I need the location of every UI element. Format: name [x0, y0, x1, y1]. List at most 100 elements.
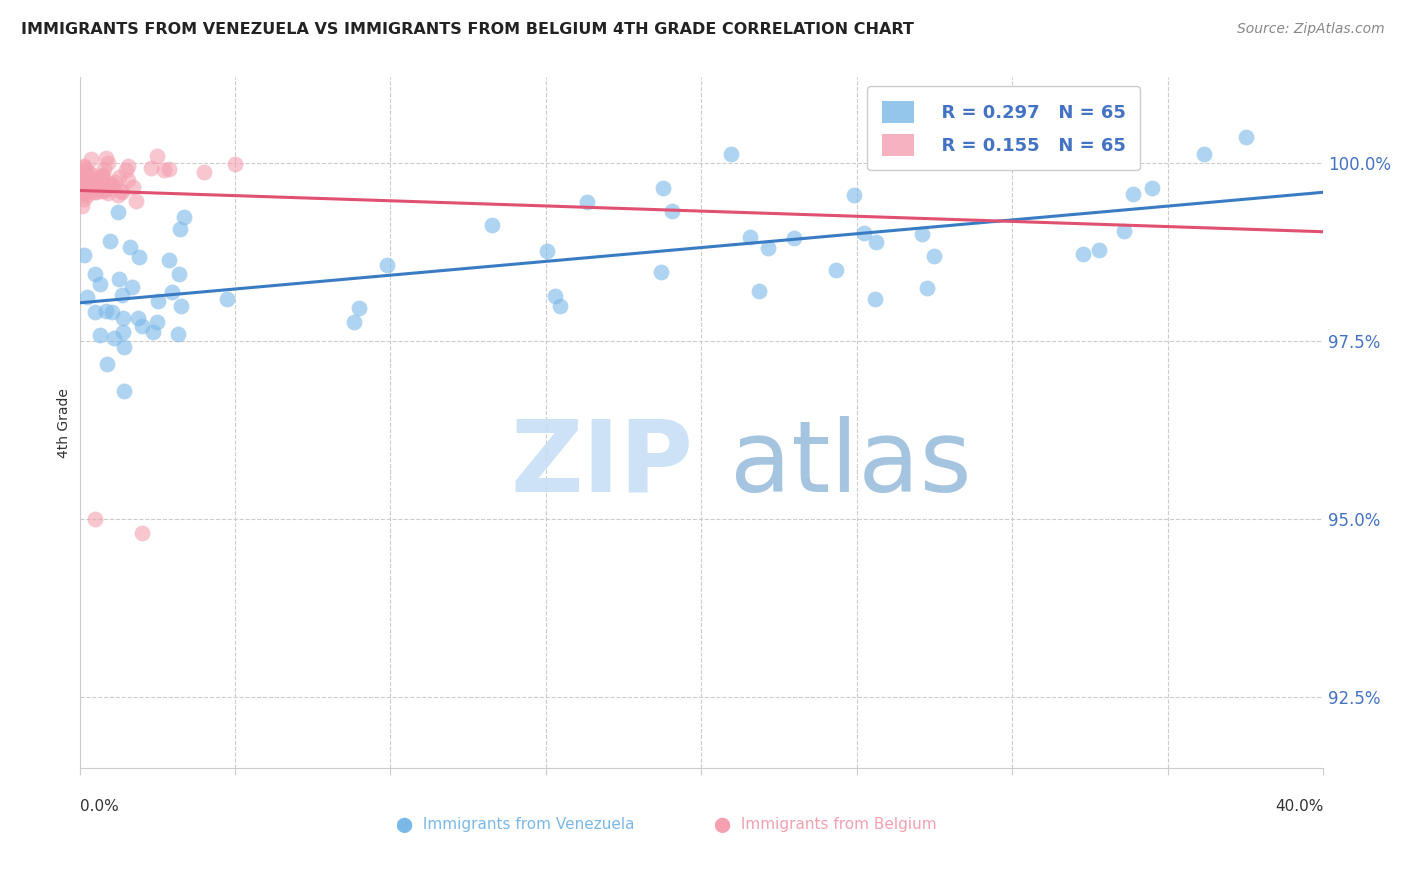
- Point: [193, 165, 215, 179]
- Point: [783, 231, 806, 245]
- Point: [103, 331, 125, 345]
- Point: [97, 180, 120, 194]
- Point: [131, 526, 153, 541]
- Text: IMMIGRANTS FROM VENEZUELA VS IMMIGRANTS FROM BELGIUM 4TH GRADE CORRELATION CHART: IMMIGRANTS FROM VENEZUELA VS IMMIGRANTS …: [21, 22, 914, 37]
- Point: [73, 176, 96, 190]
- Point: [720, 147, 742, 161]
- Point: [94, 304, 117, 318]
- Point: [536, 244, 558, 258]
- Text: ⬤  Immigrants from Belgium: ⬤ Immigrants from Belgium: [714, 817, 936, 833]
- Point: [347, 301, 370, 316]
- Text: atlas: atlas: [730, 416, 972, 513]
- Point: [120, 239, 142, 253]
- Point: [115, 162, 138, 177]
- Point: [112, 384, 135, 398]
- Point: [73, 192, 96, 206]
- Point: [112, 340, 135, 354]
- Point: [107, 204, 129, 219]
- Point: [108, 170, 131, 185]
- Point: [911, 227, 934, 241]
- Point: [75, 179, 97, 194]
- Point: [72, 159, 94, 173]
- Point: [70, 176, 93, 190]
- Point: [1192, 146, 1215, 161]
- Text: 0.0%: 0.0%: [80, 799, 118, 814]
- Point: [224, 156, 246, 170]
- Point: [139, 161, 162, 175]
- Point: [73, 176, 96, 190]
- Point: [825, 262, 848, 277]
- Point: [117, 159, 139, 173]
- Point: [108, 272, 131, 286]
- Point: [125, 194, 148, 208]
- Point: [575, 194, 598, 209]
- Point: [72, 186, 94, 201]
- Point: [97, 156, 120, 170]
- Point: [73, 186, 96, 201]
- Point: [101, 305, 124, 319]
- Point: [1088, 243, 1111, 257]
- Point: [651, 181, 673, 195]
- Point: [1071, 246, 1094, 260]
- Point: [544, 289, 567, 303]
- Point: [76, 187, 98, 202]
- Point: [73, 248, 96, 262]
- Point: [100, 177, 122, 191]
- Point: [75, 173, 97, 187]
- Point: [842, 187, 865, 202]
- Text: Source: ZipAtlas.com: Source: ZipAtlas.com: [1237, 22, 1385, 37]
- Point: [863, 292, 886, 306]
- Point: [84, 267, 107, 281]
- Point: [550, 299, 572, 313]
- Point: [131, 318, 153, 333]
- Point: [75, 164, 97, 178]
- Point: [89, 169, 111, 183]
- Point: [77, 164, 100, 178]
- Point: [865, 235, 887, 250]
- Point: [72, 166, 94, 180]
- Point: [83, 181, 105, 195]
- Point: [76, 290, 98, 304]
- Point: [342, 315, 364, 329]
- Point: [922, 249, 945, 263]
- Point: [93, 162, 115, 177]
- Point: [748, 285, 770, 299]
- Point: [87, 178, 110, 193]
- Point: [70, 168, 93, 182]
- Point: [173, 210, 195, 224]
- Point: [73, 176, 96, 190]
- Point: [84, 178, 107, 193]
- Point: [73, 160, 96, 174]
- Text: ⬤  Immigrants from Venezuela: ⬤ Immigrants from Venezuela: [395, 817, 634, 833]
- Point: [94, 182, 117, 196]
- Point: [91, 169, 114, 183]
- Point: [84, 186, 107, 200]
- Point: [169, 221, 191, 235]
- Point: [110, 184, 132, 198]
- Text: 40.0%: 40.0%: [1275, 799, 1323, 814]
- Point: [79, 170, 101, 185]
- Point: [96, 357, 118, 371]
- Point: [915, 281, 938, 295]
- Point: [91, 169, 114, 183]
- Point: [72, 164, 94, 178]
- Point: [1122, 187, 1144, 202]
- Point: [127, 311, 149, 326]
- Point: [159, 162, 181, 177]
- Point: [89, 184, 111, 198]
- Point: [80, 152, 103, 166]
- Point: [90, 178, 112, 193]
- Point: [93, 184, 115, 198]
- Point: [101, 178, 124, 193]
- Point: [661, 203, 683, 218]
- Point: [146, 293, 169, 308]
- Point: [375, 258, 398, 272]
- Point: [94, 151, 117, 165]
- Y-axis label: 4th Grade: 4th Grade: [58, 388, 72, 458]
- Point: [72, 174, 94, 188]
- Point: [152, 163, 174, 178]
- Point: [128, 250, 150, 264]
- Point: [111, 185, 134, 199]
- Point: [167, 268, 190, 282]
- Point: [481, 218, 503, 232]
